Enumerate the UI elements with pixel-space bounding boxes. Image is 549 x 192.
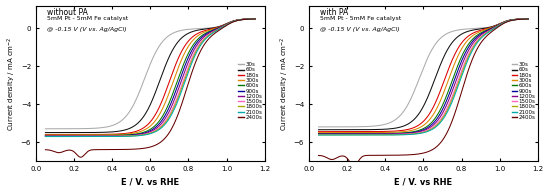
Text: 5mM Pt - 5mM Fe catalyst: 5mM Pt - 5mM Fe catalyst xyxy=(321,16,402,21)
X-axis label: E / V. vs RHE: E / V. vs RHE xyxy=(121,177,180,186)
Text: without PA: without PA xyxy=(47,8,88,17)
Text: 5mM Pt - 5mM Fe catalyst: 5mM Pt - 5mM Fe catalyst xyxy=(47,16,128,21)
Text: @ -0.15 V (V vs. Ag/AgCl): @ -0.15 V (V vs. Ag/AgCl) xyxy=(47,27,127,32)
Legend: 30s, 60s, 180s, 300s, 600s, 900s, 1200s, 1500s, 1800s, 2100s, 2400s: 30s, 60s, 180s, 300s, 600s, 900s, 1200s,… xyxy=(509,60,538,122)
Text: with PA: with PA xyxy=(321,8,349,17)
Y-axis label: Current density / mA cm$^{-2}$: Current density / mA cm$^{-2}$ xyxy=(5,36,18,131)
Y-axis label: Current density / mA cm$^{-2}$: Current density / mA cm$^{-2}$ xyxy=(279,36,291,131)
Text: @ -0.15 V (V vs. Ag/AgCl): @ -0.15 V (V vs. Ag/AgCl) xyxy=(321,27,400,32)
Legend: 30s, 60s, 180s, 300s, 600s, 900s, 1200s, 1500s, 1800s, 2100s, 2400s: 30s, 60s, 180s, 300s, 600s, 900s, 1200s,… xyxy=(236,60,265,122)
X-axis label: E / V. vs RHE: E / V. vs RHE xyxy=(394,177,452,186)
